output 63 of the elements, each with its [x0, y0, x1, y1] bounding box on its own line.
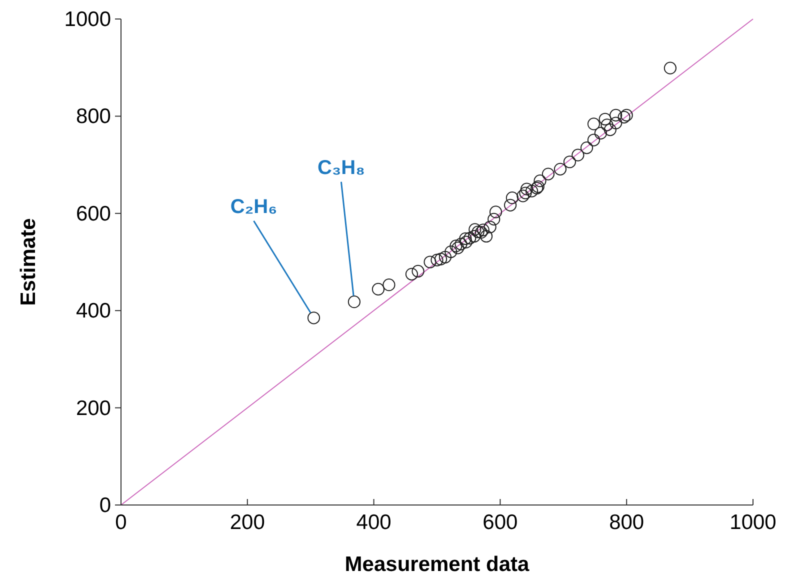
point [472, 226, 484, 238]
point [382, 278, 396, 292]
point [610, 108, 622, 122]
point [664, 62, 677, 74]
point [438, 250, 452, 264]
y-tick-label: 800 [76, 105, 111, 128]
point [598, 112, 612, 126]
point [424, 256, 436, 268]
point [412, 264, 424, 278]
y-tick-label: 0 [99, 494, 111, 517]
x-tick-label: 1000 [730, 511, 776, 534]
y-tick-label: 400 [76, 300, 111, 323]
point [474, 226, 488, 239]
point [620, 108, 633, 122]
y-tick-label: 200 [76, 396, 111, 420]
point [476, 224, 490, 236]
point [587, 134, 600, 146]
point [506, 192, 519, 204]
x-axis-title: Measurement data [344, 553, 530, 576]
point [372, 282, 385, 296]
x-tick-label: 800 [609, 511, 644, 534]
y-tick-label: 1000 [64, 8, 111, 31]
point [604, 124, 616, 136]
point [464, 232, 476, 244]
point [534, 174, 546, 188]
point [554, 162, 567, 176]
annotation: C₂H₆ [230, 196, 278, 218]
point [526, 184, 538, 198]
x-tick-label: 200 [230, 511, 265, 534]
x-tick-label: 0 [115, 511, 127, 534]
point [520, 182, 534, 196]
x-tick-label: 400 [356, 511, 392, 534]
point [572, 148, 584, 162]
point [542, 168, 555, 180]
point [594, 126, 607, 140]
point [434, 252, 448, 266]
point [454, 238, 468, 250]
point [405, 268, 418, 280]
point [468, 230, 481, 243]
point [307, 312, 320, 324]
point [430, 254, 444, 266]
point [600, 118, 614, 132]
annotation: C₃H₈ [317, 156, 365, 179]
point [504, 198, 517, 212]
point [519, 186, 532, 200]
point [516, 190, 530, 202]
point [459, 232, 472, 245]
y-axis-title: Estimate [17, 218, 40, 306]
point [563, 156, 576, 168]
point [610, 116, 622, 130]
point [488, 212, 500, 226]
point [480, 230, 493, 243]
point [468, 223, 482, 236]
point [484, 220, 496, 234]
point [444, 245, 458, 258]
point [348, 296, 361, 308]
point [587, 118, 600, 130]
point [618, 110, 630, 124]
point [489, 206, 502, 218]
point [580, 141, 594, 154]
x-tick-label: 600 [482, 511, 518, 534]
y-tick-label: 600 [76, 202, 111, 226]
point [460, 236, 472, 248]
